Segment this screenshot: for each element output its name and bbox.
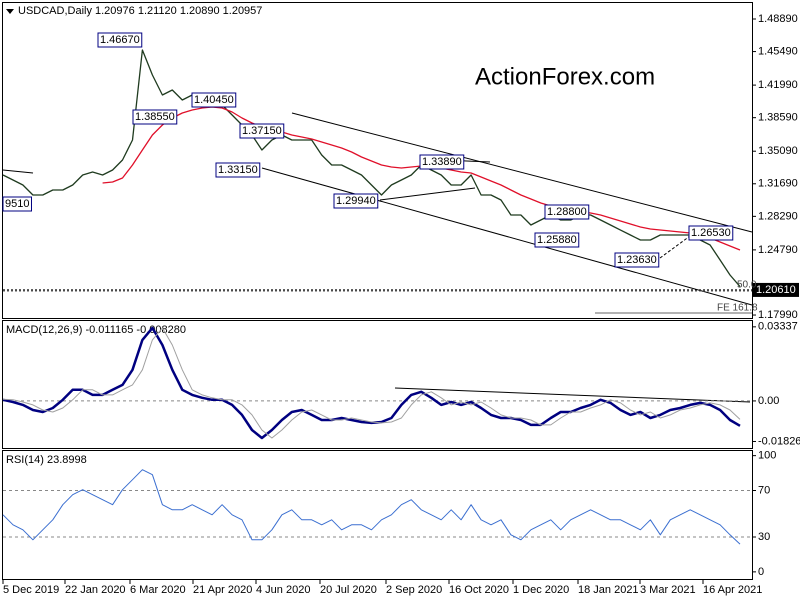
series-line [2, 327, 741, 439]
macd-panel [2, 320, 753, 449]
price-label: 1.33890 [422, 156, 462, 168]
price-label-box [419, 154, 465, 170]
price-label: 1.40450 [194, 94, 234, 106]
x-tick-label: 16 Oct 2020 [449, 584, 509, 596]
y-tick-label: 1.35090 [758, 145, 798, 157]
y-tick-label: 1.24790 [758, 244, 798, 256]
price-label: 1.46670 [100, 34, 140, 46]
price-label: 1.23630 [617, 254, 657, 266]
price-label: FE 161.8 [717, 303, 758, 314]
price-label: 1.26530 [691, 227, 731, 239]
price-label-box [191, 92, 237, 108]
x-tick-label: 20 Jul 2020 [320, 584, 377, 596]
rsi-panel [2, 450, 753, 580]
series-line [2, 326, 741, 440]
price-label-box [333, 193, 379, 209]
macd-trend-line [394, 387, 751, 403]
x-tick-label: 16 Apr 2021 [703, 584, 762, 596]
x-tick-label: 6 Mar 2020 [130, 584, 186, 596]
price-label: 1.38550 [135, 111, 175, 123]
y-tick-label: 30 [758, 531, 770, 543]
x-tick-label: 2 Sep 2020 [386, 584, 442, 596]
price-panel [2, 2, 753, 319]
price-label-box [534, 232, 580, 248]
price-label-box [132, 109, 178, 125]
y-tick-label: 1.48890 [758, 13, 798, 25]
x-tick-label: 21 Apr 2020 [193, 584, 252, 596]
price-label: 1.33150 [218, 164, 258, 176]
price-label: 1.29940 [336, 195, 376, 207]
y-tick-label: 0.03337 [758, 321, 798, 333]
chart-header: USDCAD,Daily 1.20976 1.21120 1.20890 1.2… [18, 5, 262, 17]
price-label-box [97, 32, 143, 48]
indicator-title: RSI(14) 23.8998 [6, 454, 87, 466]
trend-lines [2, 112, 753, 403]
price-label-box [215, 162, 261, 178]
x-tick-label: 4 Jun 2020 [256, 584, 310, 596]
current-price-box [753, 282, 799, 297]
y-tick-label: 70 [758, 484, 770, 496]
trend-line [2, 169, 34, 174]
x-tick-label: 22 Jan 2020 [65, 584, 126, 596]
current-price-label: 1.20610 [756, 284, 796, 296]
price-label: 50.0 [737, 280, 757, 291]
price-label: 9510 [5, 198, 29, 210]
y-tick-label: 1.17990 [758, 309, 798, 321]
x-tick-label: 1 Dec 2020 [513, 584, 569, 596]
price-label: 1.28800 [547, 206, 587, 218]
x-tick-label: 5 Dec 2019 [3, 584, 59, 596]
y-tick-label: 100 [758, 450, 776, 462]
y-tick-label: 1.38590 [758, 112, 798, 124]
price-label-box [2, 196, 32, 212]
y-tick-label: 0 [758, 566, 764, 578]
price-label-box [544, 204, 590, 220]
y-tick-label: 1.31690 [758, 178, 798, 190]
fib-line [659, 235, 691, 259]
series-line [2, 49, 741, 288]
x-tick-label: 3 Mar 2021 [640, 584, 696, 596]
y-tick-label: 0.00 [758, 395, 779, 407]
series-line [2, 469, 741, 545]
price-label: 1.37150 [242, 125, 282, 137]
price-label-box [614, 252, 660, 268]
price-label-box [688, 225, 734, 241]
indicator-title: MACD(12,26,9) -0.011165 -0.008280 [6, 324, 186, 336]
y-tick-label: -0.018262 [758, 435, 800, 447]
y-tick-label: 1.45490 [758, 45, 798, 57]
price-label-box [239, 123, 285, 139]
menu-icon [6, 9, 14, 14]
x-tick-label: 18 Jan 2021 [578, 584, 639, 596]
channel-upper [291, 112, 753, 233]
y-tick-label: 1.28290 [758, 210, 798, 222]
y-tick-label: 1.41990 [758, 79, 798, 91]
price-label: 1.25880 [537, 234, 577, 246]
watermark: ActionForex.com [475, 63, 655, 90]
channel-lower [261, 167, 753, 306]
trend-line [379, 187, 476, 201]
